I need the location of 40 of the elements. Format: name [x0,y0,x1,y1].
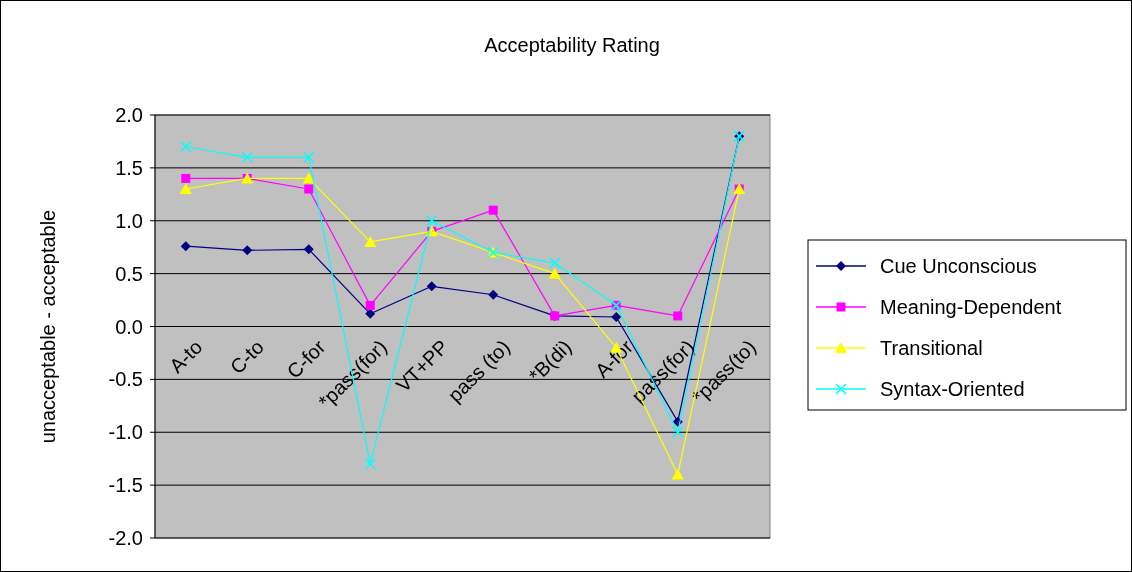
y-tick-label: 1.5 [115,156,143,179]
point [303,244,314,255]
x-tick-label: A-to [164,335,207,378]
chart-title: Acceptability Rating [484,34,660,56]
point [242,245,253,256]
x-tick-label: C-to [225,335,268,378]
point [488,289,499,300]
y-tick-label: 1.0 [115,209,143,232]
point [426,281,437,292]
y-tick-label: 0.0 [115,315,143,338]
point [241,151,253,164]
point [673,311,683,321]
point [671,468,684,480]
y-tick-label: -0.5 [108,368,143,391]
point [611,311,622,322]
point [365,300,375,310]
point [426,215,438,227]
y-tick-label: 0.5 [115,262,143,285]
point [180,140,192,153]
y-tick-label: -1.0 [108,421,143,444]
point [364,235,377,247]
legend-label: Transitional [880,337,983,359]
y-tick-label: 2.0 [115,104,143,126]
y-axis-title: unacceptable - acceptable [37,209,59,444]
point [548,267,561,279]
point [304,184,314,194]
point [303,151,315,164]
point [181,173,191,183]
point [549,257,561,269]
point [365,308,376,319]
point [180,241,191,252]
point [179,183,192,195]
legend-label: Cue Unconscious [880,255,1037,277]
legend-label: Meaning-Dependent [880,296,1062,318]
y-tick-label: -2.0 [108,527,143,549]
point [488,205,498,215]
legend-label: Syntax-Oriented [880,378,1025,400]
point [672,426,684,438]
point [364,458,376,470]
y-tick-label: -1.5 [108,474,143,497]
